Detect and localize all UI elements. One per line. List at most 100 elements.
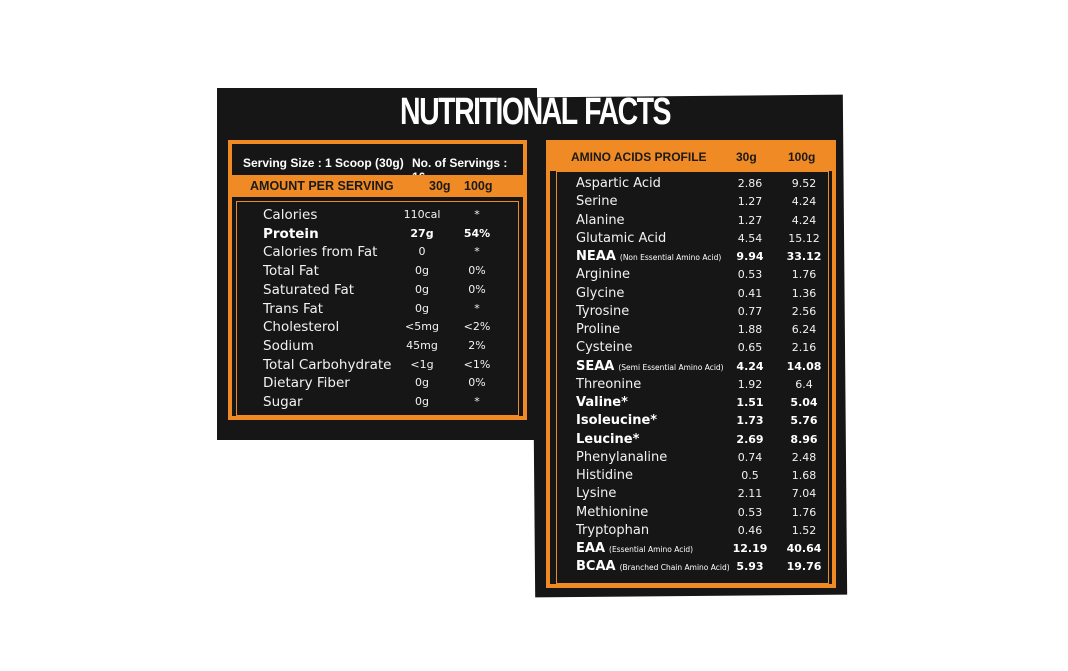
row-label-text: Histidine [576, 468, 633, 483]
row-value-100g: 6.4 [795, 377, 813, 391]
row-label: Valine* [576, 394, 628, 412]
row-label: Dietary Fiber [263, 374, 350, 392]
table-row: Glycine 0.41 1.36 [557, 285, 828, 303]
row-value-100g: 15.12 [788, 231, 820, 245]
row-label: Proline [576, 321, 620, 339]
amino-header-col1: 30g [736, 150, 757, 164]
row-label-text: Calories from Fat [263, 244, 378, 261]
row-value-30g: 27g [410, 226, 434, 240]
row-label: SEAA (Semi Essential Amino Acid) [576, 358, 724, 377]
row-value-30g: 1.73 [736, 414, 764, 428]
row-value-100g: 0% [468, 264, 486, 278]
table-row: Arginine 0.53 1.76 [557, 266, 828, 284]
row-value-100g: 19.76 [786, 560, 822, 574]
row-value-30g: 4.54 [737, 231, 763, 245]
row-label-text: Protein [263, 225, 319, 242]
row-value-30g: 0.77 [737, 304, 763, 318]
row-label: Methionine [576, 504, 648, 522]
table-row: Calories 110cal * [237, 206, 518, 224]
row-label: Saturated Fat [263, 281, 354, 299]
row-value-30g: 1.51 [736, 396, 764, 409]
table-row: Lysine 2.11 7.04 [557, 485, 828, 503]
row-value-100g: 7.04 [791, 487, 817, 501]
row-value-30g: 0.74 [737, 450, 763, 464]
row-label-note: (Semi Essential Amino Acid) [618, 362, 724, 372]
row-value-100g: 2.56 [791, 304, 817, 318]
nutrition-table: Calories 110cal * Protein 27g 54% Calories fro… [236, 201, 519, 416]
nutrition-header-col2: 100g [464, 179, 493, 193]
row-value-30g: 0.5 [741, 469, 759, 482]
row-label-text: Alanine [576, 212, 625, 228]
row-value-30g: 2.11 [737, 487, 763, 501]
row-value-30g: 110cal [403, 208, 441, 221]
serving-info: Serving Size : 1 Scoop (30g) No. of Serv… [232, 150, 523, 184]
row-label-text: Trans Fat [263, 300, 324, 317]
serving-size: Serving Size : 1 Scoop (30g) [243, 156, 404, 170]
row-value-30g: 0g [415, 395, 429, 408]
row-label-text: Leucine* [576, 431, 640, 447]
nutrition-header-label: AMOUNT PER SERVING [250, 179, 394, 193]
row-value-30g: 0g [415, 264, 429, 278]
row-label-text: Valine* [576, 395, 628, 410]
amino-header-label: AMINO ACIDS PROFILE [571, 150, 707, 164]
row-value-30g: 1.88 [737, 323, 763, 336]
table-row: Leucine* 2.69 8.96 [557, 431, 828, 449]
row-value-100g: 1.76 [791, 505, 817, 519]
table-row: Calories from Fat 0 * [237, 243, 518, 261]
row-label-text: Cholesterol [263, 319, 340, 336]
table-row: Total Carbohydrate <1g <1% [237, 356, 518, 374]
title-word-2: FACTS [584, 91, 671, 133]
row-value-100g: 2% [468, 338, 486, 352]
row-value-30g: 0.41 [737, 286, 763, 300]
row-label: Leucine* [576, 431, 639, 449]
table-row: Proline 1.88 6.24 [557, 321, 828, 339]
table-row: Tyrosine 0.77 2.56 [557, 303, 828, 321]
row-value-30g: 4.24 [736, 359, 764, 373]
row-value-30g: 0.65 [737, 341, 763, 355]
row-value-100g: 14.08 [786, 359, 822, 373]
row-label: Phenylanaline [576, 449, 667, 467]
row-label-text: Total Carbohydrate [263, 356, 392, 373]
row-label-text: Cysteine [576, 340, 633, 356]
row-value-100g: 6.24 [791, 323, 817, 336]
row-label: Total Carbohydrate [263, 356, 391, 374]
table-row: Total Fat 0g 0% [237, 262, 518, 280]
row-value-100g: 1.76 [791, 268, 817, 282]
row-value-100g: 33.12 [786, 250, 822, 263]
row-label-text: Dietary Fiber [263, 375, 350, 392]
row-label: Total Fat [263, 262, 319, 280]
title-word-1: NUTRITIONAL [400, 91, 578, 133]
row-label: Trans Fat [263, 300, 323, 318]
row-value-100g: * [474, 245, 480, 259]
table-row: Serine 1.27 4.24 [557, 193, 828, 211]
row-label-text: Glutamic Acid [576, 230, 667, 246]
row-label: Glutamic Acid [576, 230, 666, 248]
row-value-30g: 1.27 [737, 195, 763, 209]
row-label: Alanine [576, 212, 625, 230]
row-value-30g: 2.86 [737, 177, 763, 190]
table-row: Cysteine 0.65 2.16 [557, 339, 828, 357]
row-label: Lysine [576, 485, 616, 503]
row-value-100g: 4.24 [791, 195, 817, 209]
row-label: Isoleucine* [576, 412, 657, 430]
row-label: Protein [263, 225, 319, 243]
row-value-100g: 1.68 [791, 469, 817, 482]
row-label-text: Phenylanaline [576, 449, 668, 465]
row-label-text: Proline [576, 322, 621, 337]
row-label: Cholesterol [263, 318, 339, 336]
nutrition-header: AMOUNT PER SERVING 30g 100g [232, 175, 523, 197]
row-label: Arginine [576, 266, 630, 284]
row-label-text: EAA [576, 541, 606, 556]
table-row: Protein 27g 54% [237, 225, 518, 243]
table-row: Aspartic Acid 2.86 9.52 [557, 175, 828, 193]
row-label: Calories [263, 206, 317, 224]
row-value-30g: 0.46 [737, 523, 763, 537]
row-value-100g: <1% [463, 357, 491, 371]
row-value-30g: 1.92 [737, 377, 763, 391]
table-row: Dietary Fiber 0g 0% [237, 374, 518, 392]
row-value-30g: 45mg [406, 338, 438, 352]
row-label: Sodium [263, 337, 314, 355]
row-value-30g: 0 [418, 245, 426, 259]
row-label: Aspartic Acid [576, 175, 661, 193]
row-value-30g: <5mg [405, 320, 439, 334]
